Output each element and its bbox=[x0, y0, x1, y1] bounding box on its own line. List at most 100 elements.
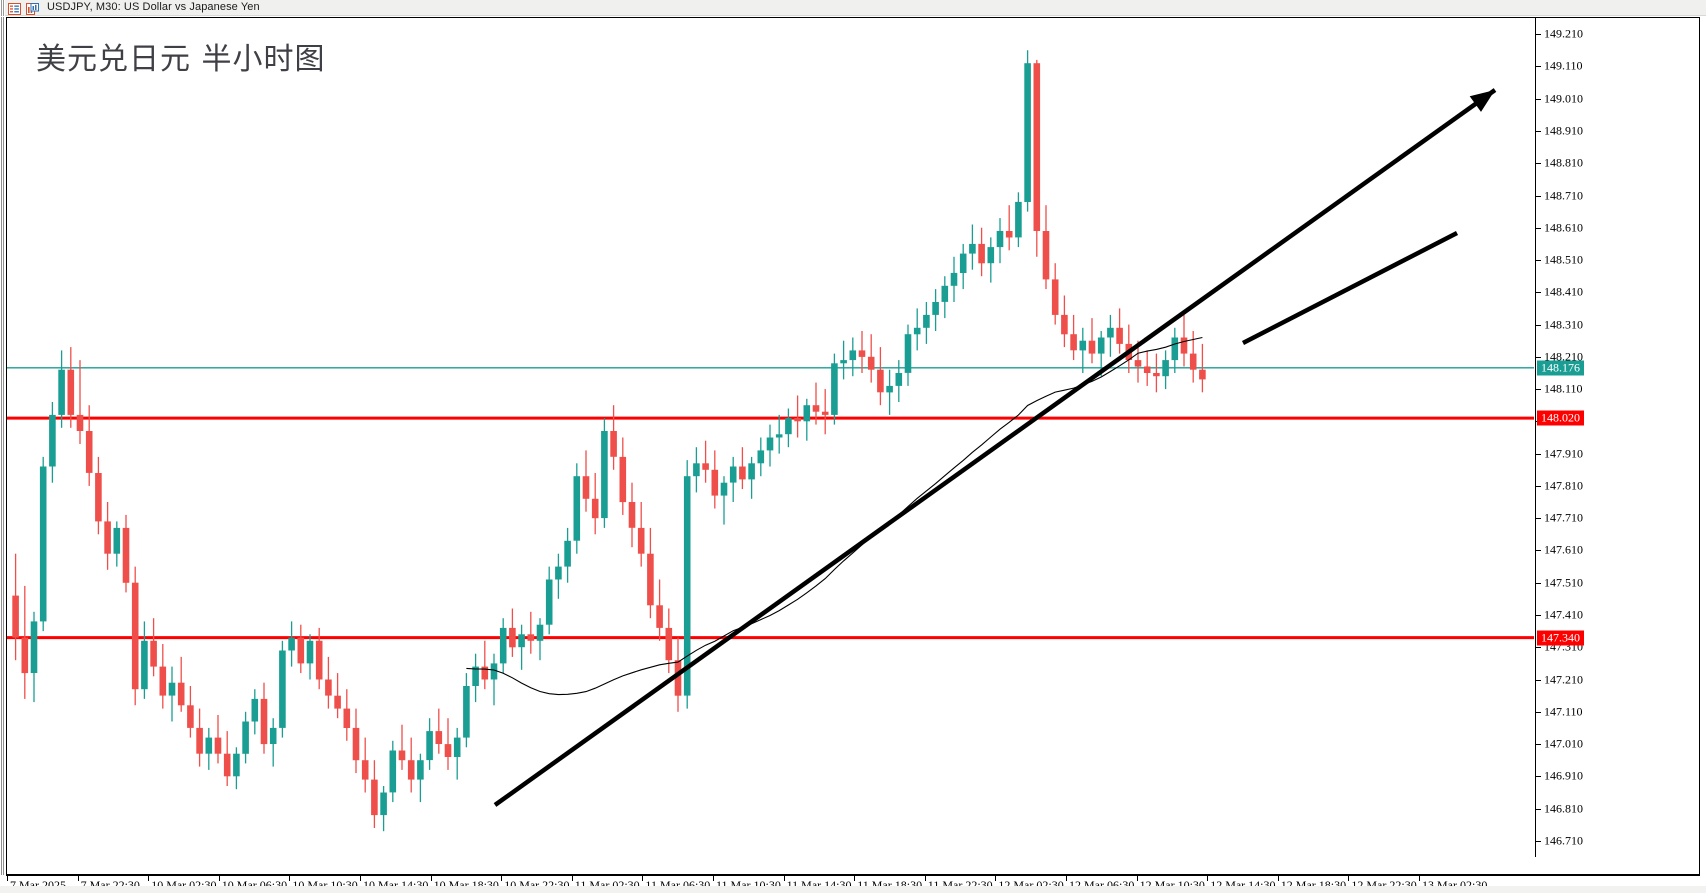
candle-body bbox=[729, 466, 737, 483]
price-tick bbox=[1536, 227, 1541, 229]
candle-body bbox=[12, 595, 19, 638]
candle-body bbox=[21, 637, 29, 674]
price-tick-label: 148.310 bbox=[1544, 317, 1583, 332]
price-tick-label: 148.410 bbox=[1544, 284, 1583, 299]
candle-body bbox=[1143, 366, 1151, 373]
candle-body bbox=[693, 463, 700, 477]
candle-body bbox=[1088, 340, 1096, 354]
candle-body bbox=[794, 418, 801, 422]
price-tick bbox=[1536, 615, 1541, 616]
candle-body bbox=[647, 553, 654, 606]
candle-body bbox=[895, 373, 903, 386]
time-tick bbox=[430, 876, 432, 881]
price-tick bbox=[1536, 679, 1541, 681]
current-price-flag[interactable]: 148.176 bbox=[1537, 360, 1584, 376]
candle-body bbox=[803, 405, 811, 422]
price-tick bbox=[1536, 98, 1541, 100]
time-tick bbox=[642, 876, 644, 881]
candle-body bbox=[398, 750, 406, 761]
chart-window-icon[interactable] bbox=[26, 2, 39, 15]
candle-body bbox=[177, 682, 185, 706]
candle-body bbox=[996, 231, 1004, 248]
primary-uptrend-arrow-head bbox=[1469, 90, 1495, 112]
candle-body bbox=[904, 334, 912, 373]
price-tick bbox=[1536, 647, 1541, 649]
time-tick bbox=[571, 876, 573, 881]
candle-body bbox=[849, 350, 857, 361]
toolbar: USDJPY, M30: US Dollar vs Japanese Yen bbox=[0, 0, 1706, 16]
price-tick bbox=[1536, 389, 1541, 391]
candle-body bbox=[260, 698, 268, 745]
candle-body bbox=[1107, 327, 1114, 338]
time-tick bbox=[1066, 876, 1067, 881]
price-tick-label: 147.810 bbox=[1544, 478, 1583, 493]
candle-body bbox=[1199, 369, 1206, 380]
candle-body bbox=[481, 666, 489, 680]
candle-body bbox=[775, 434, 783, 438]
chart-plot-area[interactable] bbox=[7, 18, 1534, 857]
support-level-flag[interactable]: 147.340 bbox=[1537, 630, 1584, 646]
price-tick bbox=[1536, 808, 1541, 810]
candle-body bbox=[564, 540, 571, 567]
candle-body bbox=[987, 247, 995, 264]
price-tick bbox=[1536, 453, 1541, 455]
left-toolbar-rail[interactable] bbox=[0, 17, 6, 875]
candle-body bbox=[1180, 337, 1188, 354]
candle-body bbox=[877, 369, 884, 393]
toolbar-drag-handle[interactable] bbox=[0, 0, 5, 16]
candle-body bbox=[306, 640, 314, 664]
candle-body bbox=[601, 431, 608, 519]
candle-body bbox=[831, 363, 838, 415]
candle-body bbox=[766, 437, 774, 451]
time-tick bbox=[1348, 876, 1350, 881]
candle-body bbox=[499, 627, 507, 664]
candle-body bbox=[76, 414, 84, 431]
candle-body bbox=[1061, 314, 1068, 335]
candle-body bbox=[352, 727, 360, 761]
time-tick bbox=[1207, 876, 1209, 881]
time-tick bbox=[360, 876, 361, 881]
candle-body bbox=[187, 705, 194, 728]
candle-body bbox=[1153, 373, 1160, 377]
candle-body bbox=[518, 634, 525, 648]
price-tick-label: 148.210 bbox=[1544, 349, 1583, 364]
candle-body bbox=[536, 624, 544, 641]
symbols-list-icon[interactable] bbox=[8, 2, 21, 15]
candle-body bbox=[168, 682, 176, 696]
candle-body bbox=[978, 243, 985, 264]
candle-body bbox=[325, 679, 332, 696]
candle-body bbox=[748, 463, 755, 480]
price-tick-label: 146.810 bbox=[1544, 801, 1583, 816]
candle-body bbox=[720, 482, 728, 496]
price-tick bbox=[1536, 550, 1541, 552]
candle-body bbox=[1024, 63, 1031, 203]
candle-body bbox=[371, 779, 378, 816]
time-tick bbox=[924, 876, 926, 881]
candle-body bbox=[361, 760, 369, 780]
candle-body bbox=[674, 660, 682, 696]
candle-body bbox=[656, 605, 663, 628]
candle-body bbox=[453, 737, 461, 757]
candle-body bbox=[95, 473, 102, 522]
candle-series bbox=[12, 50, 1206, 832]
time-tick bbox=[854, 876, 856, 881]
candle-body bbox=[58, 369, 65, 415]
candle-body bbox=[1015, 201, 1022, 238]
secondary-uptrend-arrow[interactable] bbox=[1241, 230, 1459, 346]
price-tick bbox=[1536, 163, 1541, 165]
candle-body bbox=[582, 476, 590, 499]
candle-body bbox=[407, 760, 415, 780]
resistance-level-flag[interactable]: 148.020 bbox=[1537, 410, 1584, 426]
candle-body bbox=[555, 566, 562, 580]
price-axis[interactable]: 149.210 149.110 149.010 148.910 148.810 148.7… bbox=[1535, 18, 1699, 857]
candle-body bbox=[509, 627, 516, 648]
candle-body bbox=[969, 243, 976, 254]
primary-uptrend-arrow[interactable] bbox=[493, 88, 1497, 807]
candle-body bbox=[591, 498, 599, 519]
price-tick-label: 147.110 bbox=[1544, 704, 1583, 719]
chart-frame bbox=[6, 17, 1700, 875]
candle-body bbox=[711, 469, 719, 496]
candle-body bbox=[435, 731, 443, 744]
candle-body bbox=[959, 253, 967, 273]
time-tick bbox=[501, 876, 503, 881]
